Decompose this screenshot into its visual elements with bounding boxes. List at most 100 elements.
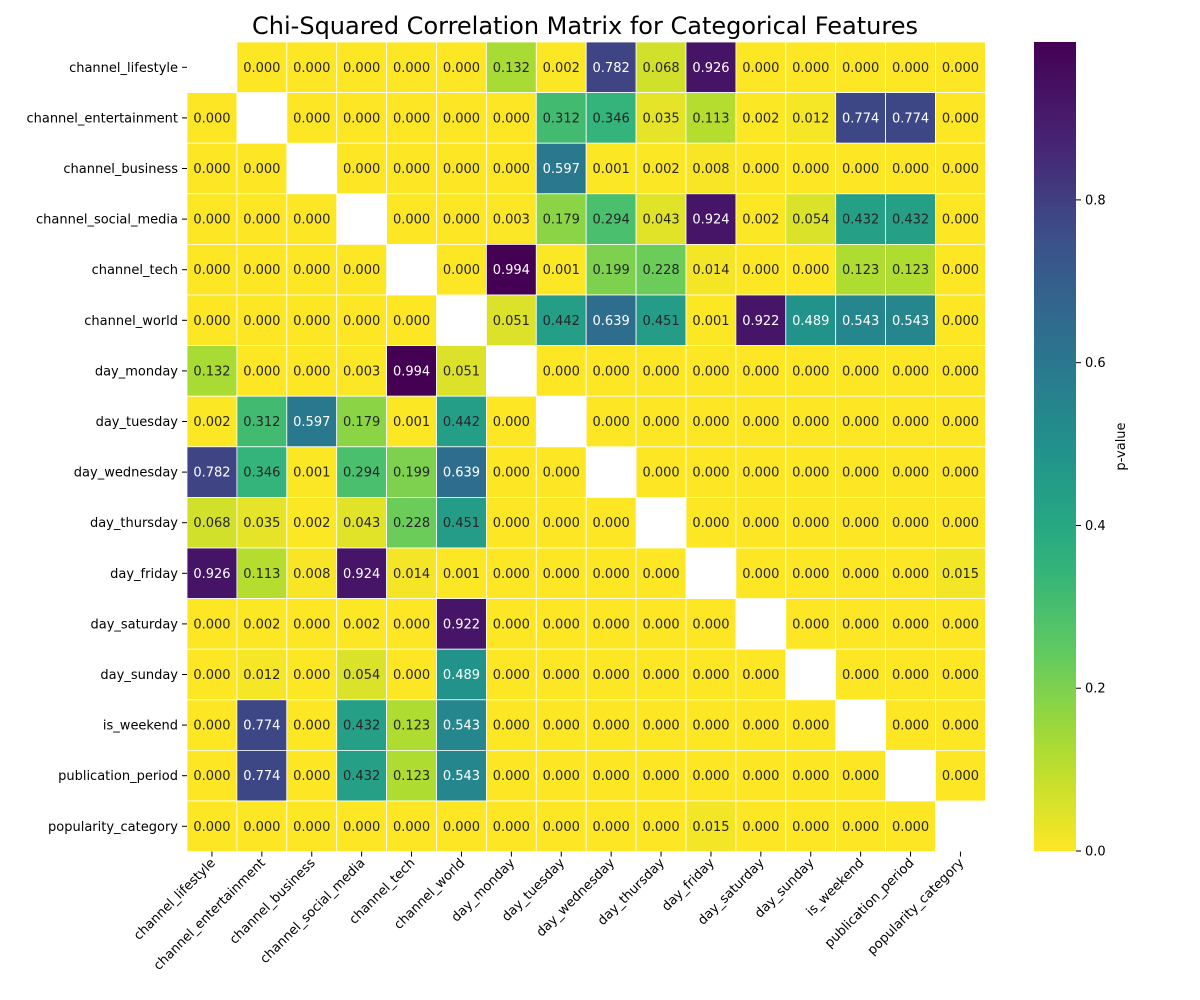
heatmap-cell [885,294,936,346]
heatmap-cell [535,142,587,195]
heatmap-cell [485,41,537,93]
column-tick-label: channel_business [227,856,319,948]
heatmap-cell [336,243,388,296]
heatmap-cell [535,496,587,549]
cell-value-label: 0.000 [892,364,929,379]
heatmap-cell [635,800,687,852]
row-tick-label: day_sunday [100,668,178,683]
cell-value-label: 0.451 [443,516,480,531]
heatmap-cell [386,193,437,245]
cell-value-label: 0.000 [243,364,280,379]
heatmap-cell [585,648,637,701]
cell-value-label: 0.000 [892,668,929,683]
cell-value-label: 0.000 [193,111,230,126]
cell-value-label: 0.000 [293,314,330,329]
heatmap-cell [186,446,238,498]
cell-value-label: 0.054 [792,213,829,228]
heatmap-cell [535,92,587,144]
cell-value-label: 0.000 [293,668,330,683]
heatmap-cell [286,395,338,448]
heatmap-cell [585,496,637,549]
cell-value-label: 0.001 [543,263,580,278]
cell-value-label: 0.000 [443,820,480,835]
cell-value-label: 0.199 [393,466,430,481]
cell-value-label: 0.000 [593,415,630,430]
cell-value-label: 0.113 [692,111,729,126]
cell-value-label: 0.000 [942,263,979,278]
row-tick-label: channel_lifestyle [69,61,178,76]
row-tick-label: day_tuesday [96,415,179,430]
cell-value-label: 0.000 [193,314,230,329]
heatmap-cell [685,193,737,245]
heatmap-cell [885,496,936,549]
cell-value-label: 0.179 [343,415,380,430]
cell-value-label: 0.015 [692,820,729,835]
heatmap-cell [835,800,887,852]
heatmap-cell [785,243,837,296]
cell-value-label: 0.000 [742,162,779,177]
heatmap-cell [485,395,537,448]
cell-value-label: 0.002 [343,617,380,632]
cell-value-label: 0.000 [942,314,979,329]
cell-value-label: 0.000 [293,111,330,126]
row-tick-labels: channel_lifestyle channel_entertainmentch… [26,61,187,835]
cell-value-label: 0.000 [493,820,530,835]
cell-value-label: 0.346 [593,111,630,126]
cell-value-label: 0.000 [193,668,230,683]
row-tick-label: channel_tech [92,263,178,278]
heatmap-cell [236,41,288,93]
cell-value-label: 0.199 [593,263,630,278]
cell-value-label: 0.774 [842,111,879,126]
chart-title: Chi-Squared Correlation Matrix for Categ… [252,12,918,40]
heatmap-cell [685,345,737,397]
heatmap-cell [386,800,437,852]
heatmap-cell [685,92,737,144]
cell-value-label: 0.000 [842,516,879,531]
cell-value-label: 0.000 [293,820,330,835]
heatmap-cell [186,243,238,296]
cell-value-label: 0.000 [593,364,630,379]
heatmap-cell [685,496,737,549]
heatmap-cell [436,750,487,802]
heatmap-cell [236,750,288,802]
heatmap-cell [236,648,288,701]
heatmap-cell [186,547,238,599]
heatmap-cell [835,598,887,650]
heatmap-cell [386,345,437,397]
cell-value-label: 0.000 [792,769,829,784]
cell-value-label: 0.924 [343,567,380,582]
heatmap-cell [885,345,936,397]
heatmap-cell [885,648,936,701]
cell-value-label: 0.000 [642,567,679,582]
heatmap-cell [785,699,837,751]
heatmap-cell [535,446,587,498]
heatmap-cell [585,92,637,144]
cell-value-label: 0.000 [493,466,530,481]
cell-value-label: 0.000 [692,415,729,430]
cell-value-label: 0.926 [193,567,230,582]
heatmap-cell [485,496,537,549]
heatmap-cell [835,496,887,549]
cell-value-label: 0.000 [742,466,779,481]
heatmap-cell [935,345,986,397]
cell-value-label: 0.123 [393,719,430,734]
heatmap-cell [685,699,737,751]
heatmap-cell [436,547,487,599]
heatmap-cell [336,547,388,599]
heatmap-cell [336,92,388,144]
cell-value-label: 0.043 [343,516,380,531]
heatmap-cell [286,446,338,498]
cell-value-label: 0.228 [642,263,679,278]
cell-value-label: 0.000 [892,617,929,632]
heatmap-cell [935,496,986,549]
heatmap-cell [635,547,687,599]
heatmap-cell [336,800,388,852]
cell-value-label: 0.123 [842,263,879,278]
cell-value-label: 0.294 [593,213,630,228]
cell-value-label: 0.543 [892,314,929,329]
cell-value-label: 0.000 [892,516,929,531]
heatmap-cell [835,547,887,599]
heatmap-cell [685,800,737,852]
heatmap-cell [735,800,787,852]
cell-value-label: 0.000 [692,466,729,481]
